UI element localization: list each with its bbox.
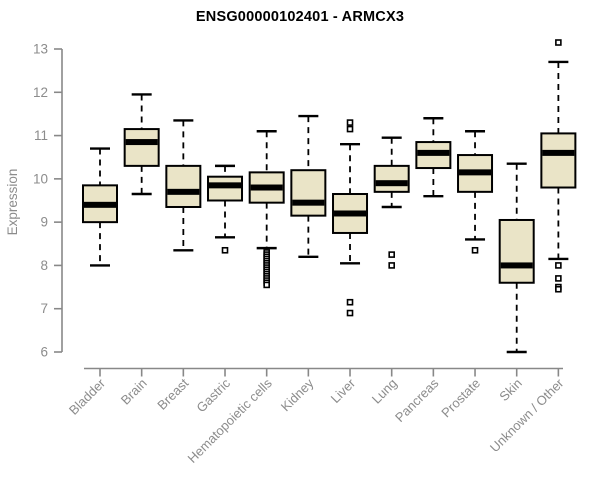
chart-title: ENSG00000102401 - ARMCX3: [195, 9, 405, 25]
x-tick-label-liver: Liver: [328, 375, 359, 406]
iqr-box: [290, 169, 327, 217]
box-kidney: [290, 114, 327, 258]
outlier-point: [555, 275, 562, 282]
iqr-box: [498, 218, 535, 284]
x-tick-label-lung: Lung: [369, 376, 400, 407]
x-tick-label-bladder: Bladder: [66, 375, 109, 418]
x-tick-label-brain: Brain: [118, 376, 150, 408]
outlier-point: [555, 285, 562, 293]
median-line: [250, 184, 283, 191]
median-line: [542, 149, 575, 156]
outlier-point: [263, 281, 270, 289]
box-hematopoietic-cells: [248, 130, 285, 289]
median-line: [84, 201, 116, 208]
outlier-point: [221, 246, 229, 254]
y-tick-label: 9: [40, 215, 48, 230]
iqr-box: [123, 128, 160, 167]
box-liver: [332, 119, 369, 317]
median-line: [375, 180, 408, 187]
iqr-box: [373, 164, 410, 193]
iqr-box: [540, 132, 577, 189]
x-tick-label-skin: Skin: [496, 376, 524, 404]
median-line: [500, 262, 533, 269]
outlier-point: [346, 125, 354, 133]
outlier-point: [346, 298, 354, 306]
median-line: [417, 149, 450, 156]
outlier-point: [346, 119, 354, 126]
median-line: [209, 182, 242, 189]
box-skin: [498, 162, 535, 354]
box-brain: [123, 93, 160, 196]
y-tick-label: 8: [40, 258, 48, 273]
median-line: [167, 188, 200, 195]
x-tick-label-unknown-other: Unknown / Other: [487, 375, 567, 455]
x-tick-label-pancreas: Pancreas: [392, 375, 442, 425]
box-pancreas: [415, 117, 452, 198]
iqr-box: [165, 164, 202, 208]
outlier-point: [555, 262, 562, 269]
box-gastric: [207, 164, 244, 254]
y-tick-label: 11: [34, 128, 48, 143]
box-lung: [373, 136, 410, 269]
outlier-point: [471, 246, 479, 254]
median-line: [334, 210, 367, 217]
x-tick-label-prostate: Prostate: [438, 376, 483, 421]
box-prostate: [457, 130, 494, 254]
outlier-point: [388, 262, 395, 269]
iqr-box: [207, 175, 244, 202]
box-bladder: [82, 147, 118, 267]
median-line: [125, 139, 158, 146]
y-tick-label: 6: [40, 345, 48, 360]
box-unknown-other: [540, 39, 577, 293]
x-tick-label-kidney: Kidney: [278, 375, 317, 414]
x-tick-label-breast: Breast: [154, 375, 191, 412]
median-line: [459, 169, 492, 176]
y-tick-label: 13: [33, 42, 48, 57]
y-tick-label: 10: [33, 171, 48, 186]
median-line: [292, 199, 325, 206]
x-tick-label-gastric: Gastric: [193, 375, 233, 415]
y-axis: 6 7 8 9 10 11 12 13: [33, 42, 63, 360]
outlier-point: [388, 251, 395, 258]
outlier-point: [555, 39, 562, 46]
outlier-point: [346, 309, 354, 317]
y-tick-label: 12: [33, 85, 48, 100]
y-tick-label: 7: [40, 301, 48, 316]
box-breast: [165, 119, 202, 252]
